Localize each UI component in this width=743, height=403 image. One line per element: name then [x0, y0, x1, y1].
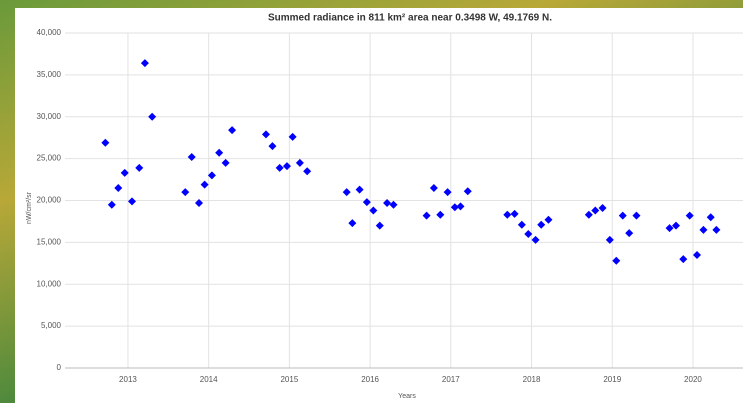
data-point	[591, 207, 599, 215]
y-tick-label: 30,000	[37, 112, 62, 121]
data-point	[101, 139, 109, 147]
data-point	[390, 201, 398, 209]
data-point	[356, 186, 364, 194]
y-tick-label: 0	[57, 363, 62, 372]
data-point	[436, 211, 444, 219]
data-point	[712, 226, 720, 234]
x-tick-label: 2014	[200, 375, 218, 384]
data-point	[296, 159, 304, 167]
x-tick-label: 2018	[523, 375, 541, 384]
y-tick-label: 20,000	[37, 196, 62, 205]
data-point	[693, 251, 701, 259]
data-point	[430, 184, 438, 192]
chart: Summed radiance in 811 km² area near 0.3…	[15, 8, 743, 403]
data-point	[544, 216, 552, 224]
y-axis-label: nW/cm²/sr	[26, 191, 33, 224]
data-point	[699, 226, 707, 234]
data-point	[262, 130, 270, 138]
data-point	[537, 221, 545, 229]
data-point	[303, 167, 311, 175]
data-point	[464, 187, 472, 195]
data-point	[376, 222, 384, 230]
chart-title: Summed radiance in 811 km² area near 0.3…	[268, 13, 552, 24]
data-point	[707, 213, 715, 221]
x-tick-label: 2013	[119, 375, 137, 384]
data-point	[268, 142, 276, 150]
data-point	[343, 188, 351, 196]
x-tick-label: 2017	[442, 375, 460, 384]
x-tick-label: 2019	[603, 375, 621, 384]
data-point	[135, 164, 143, 172]
data-point	[518, 221, 526, 229]
data-point	[215, 149, 223, 157]
y-tick-label: 25,000	[37, 154, 62, 163]
y-tick-label: 35,000	[37, 70, 62, 79]
data-point	[599, 204, 607, 212]
data-point	[619, 212, 627, 220]
data-point	[148, 113, 156, 121]
x-axis-label: Years	[398, 393, 416, 400]
page: Summed radiance in 811 km² area near 0.3…	[0, 0, 743, 403]
data-point	[511, 210, 519, 218]
data-point	[585, 211, 593, 219]
data-point	[632, 212, 640, 220]
y-tick-label: 40,000	[37, 28, 62, 37]
data-point	[348, 219, 356, 227]
data-point	[625, 229, 633, 237]
x-tick-label: 2020	[684, 375, 702, 384]
data-point	[612, 257, 620, 265]
y-tick-label: 15,000	[37, 237, 62, 246]
y-tick-label: 10,000	[37, 279, 62, 288]
x-tick-label: 2016	[361, 375, 379, 384]
data-point	[228, 126, 236, 134]
data-point	[128, 197, 136, 205]
data-point	[201, 181, 209, 189]
data-point	[114, 184, 122, 192]
data-point	[679, 255, 687, 263]
data-point	[188, 153, 196, 161]
data-point	[141, 59, 149, 67]
data-point	[222, 159, 230, 167]
data-point	[423, 212, 431, 220]
data-point	[457, 202, 465, 210]
data-point	[181, 188, 189, 196]
x-tick-label: 2015	[280, 375, 298, 384]
data-point	[503, 211, 511, 219]
y-tick-label: 5,000	[41, 321, 62, 330]
data-point	[276, 164, 284, 172]
data-point	[108, 201, 116, 209]
